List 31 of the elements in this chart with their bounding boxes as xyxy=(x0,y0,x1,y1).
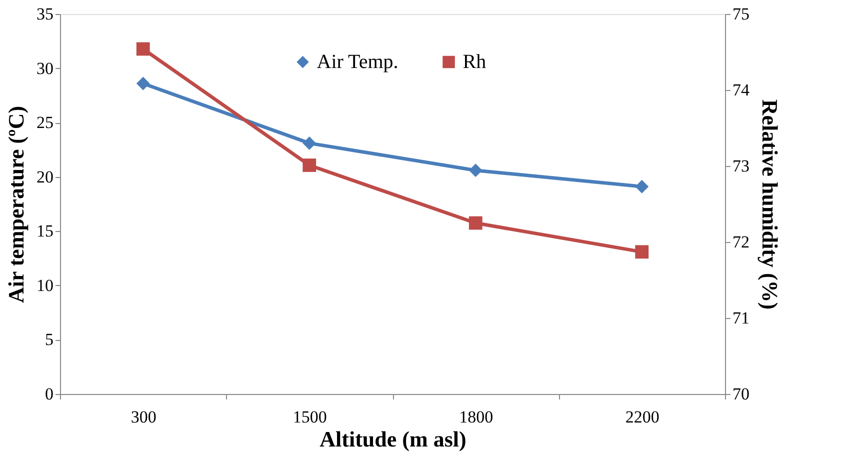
x-tick-label: 1800 xyxy=(459,408,494,426)
point xyxy=(302,158,316,172)
y-tick-label: 35 xyxy=(36,4,54,24)
y2-tick-label: 73 xyxy=(732,156,750,176)
y2-axis-title: Relative humidity (%) xyxy=(758,99,782,310)
point xyxy=(635,180,649,194)
y-tick-label: 15 xyxy=(36,222,54,241)
point xyxy=(302,136,316,150)
y-tick-label: 25 xyxy=(36,113,54,132)
point xyxy=(136,76,150,90)
x-tick-label: 300 xyxy=(130,408,156,426)
x-tick-label: 1500 xyxy=(292,408,327,426)
y-tick-label: 10 xyxy=(36,276,54,295)
point xyxy=(136,42,150,56)
y-tick-label: 30 xyxy=(36,58,54,78)
y-tick-label: 5 xyxy=(45,330,54,350)
y2-tick-label: 75 xyxy=(732,4,750,24)
y-tick-label: 0 xyxy=(45,384,54,404)
legend-label: Rh xyxy=(462,51,486,73)
y2-tick-label: 72 xyxy=(732,232,750,252)
point xyxy=(468,164,482,178)
y-axis-title: Air temperature (ºC) xyxy=(4,106,28,304)
y2-tick-label: 71 xyxy=(732,308,750,328)
x-axis-title: Altitude (m asl) xyxy=(320,426,466,452)
y2-tick-label: 74 xyxy=(732,80,750,100)
legend-label: Air Temp. xyxy=(316,51,398,73)
y-tick-label: 20 xyxy=(36,167,54,186)
x-tick-label: 2200 xyxy=(625,408,660,426)
y2-tick-label: 70 xyxy=(732,384,750,404)
point xyxy=(635,245,649,259)
point xyxy=(468,216,482,230)
